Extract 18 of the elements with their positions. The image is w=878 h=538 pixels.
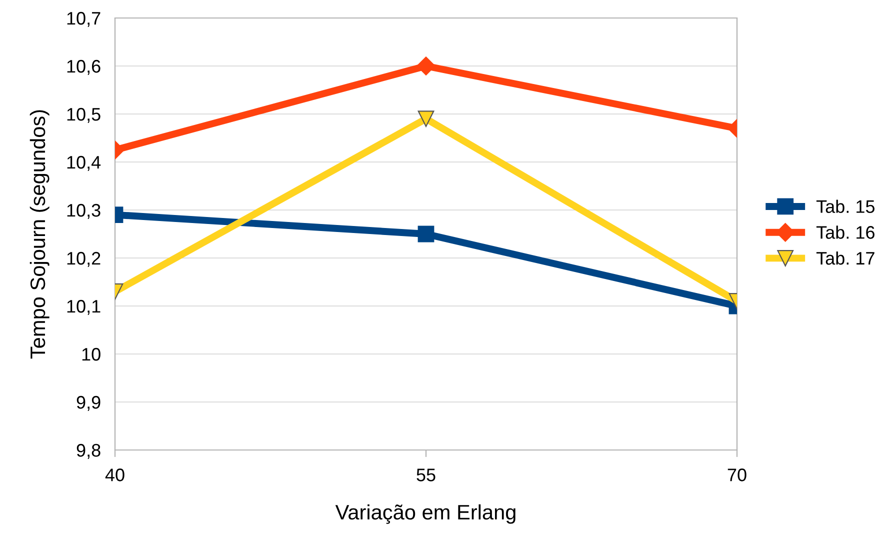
legend-label: Tab. 16: [816, 226, 874, 239]
legend-label: Tab. 17: [816, 251, 874, 265]
y-tick-label: 9,9: [76, 396, 100, 411]
y-tick-label: 10,1: [67, 300, 100, 315]
y-axis-title: Tempo Sojourn (segundos): [30, 110, 50, 359]
y-tick-label: 10,4: [67, 156, 101, 171]
x-tick-label: 70: [728, 468, 746, 482]
y-tick-label: 10,3: [67, 204, 100, 219]
y-tick-label: 10: [82, 348, 100, 361]
x-axis-title: Variação em Erlang: [335, 504, 516, 524]
y-tick-label: 10,5: [67, 108, 100, 123]
y-tick-label: 10,7: [67, 12, 100, 27]
y-tick-label: 10,2: [67, 252, 100, 267]
x-tick-label: 55: [416, 468, 436, 482]
legend-label: Tab. 15: [816, 200, 875, 213]
x-tick-label: 40: [105, 468, 124, 482]
y-tick-label: 10,6: [67, 60, 100, 75]
y-tick-label: 9,8: [76, 444, 100, 459]
